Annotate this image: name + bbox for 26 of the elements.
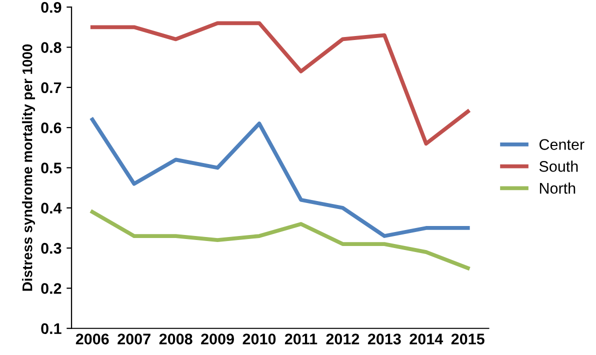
x-tick-label: 2009 <box>201 334 234 344</box>
y-tick-label: 0.5 <box>41 162 62 174</box>
legend-label: Center <box>540 139 584 150</box>
line-series <box>90 21 470 146</box>
y-tick-label: 0.8 <box>41 42 62 53</box>
x-tick-label: 2011 <box>284 334 318 344</box>
y-axis-title: Distress syndrome mortality per 1000 <box>22 44 36 291</box>
y-tick-label: 0.2 <box>41 283 62 294</box>
y-tick-label: 0.9 <box>41 2 62 13</box>
line-series <box>90 210 470 270</box>
y-tick-label: 0.6 <box>41 122 62 134</box>
y-tick-label: 0.7 <box>41 82 62 94</box>
x-tick-label: 2012 <box>326 334 360 344</box>
x-tick-label: 2006 <box>76 334 109 344</box>
x-tick-label: 2007 <box>118 334 150 344</box>
y-tick-label: 0.1 <box>41 323 62 334</box>
line-series <box>90 118 470 238</box>
x-tick-label: 2008 <box>159 334 192 344</box>
y-tick-label: 0.3 <box>41 242 62 254</box>
legend-label: North <box>540 182 576 194</box>
x-tick-label: 2010 <box>242 334 276 344</box>
x-tick-label: 2015 <box>451 334 484 344</box>
x-tick-label: 2014 <box>410 334 444 344</box>
x-tick-label: 2013 <box>368 334 401 344</box>
legend-label: South <box>539 160 578 172</box>
y-tick-label: 0.4 <box>41 202 62 214</box>
